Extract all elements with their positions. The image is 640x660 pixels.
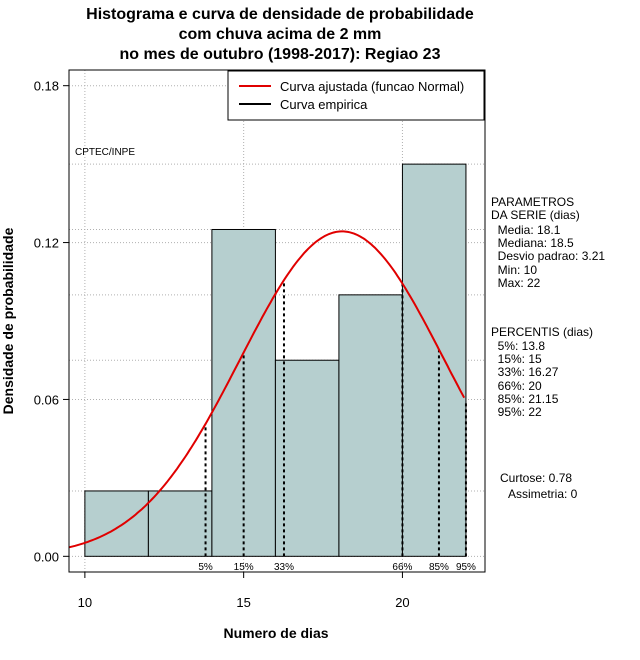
histogram-bar — [401, 163, 467, 557]
percentis-body: 5%: 13.8 15%: 15 33%: 16.27 66%: 20 85%:… — [497, 339, 559, 420]
y-tick-label: 0.00 — [34, 549, 59, 564]
percentile-label: 5% — [198, 562, 213, 573]
percentile-label: 66% — [392, 562, 412, 573]
bars-layer — [84, 163, 467, 557]
params-title: PARAMETROS DA SERIE (dias) — [491, 195, 580, 223]
percentile-label: 33% — [274, 562, 294, 573]
histogram-bar — [274, 359, 340, 557]
curtose-text: Curtose: 0.78 — [500, 471, 573, 485]
x-tick-label: 20 — [395, 595, 409, 610]
x-tick-label: 15 — [236, 595, 250, 610]
x-tick-label: 10 — [78, 595, 92, 610]
chart-title-line-2: com chuva acima de 2 mm — [178, 26, 382, 43]
assimetria-text: Assimetria: 0 — [508, 487, 578, 501]
chart-title-line-3: no mes de outubro (1998-2017): Regiao 23 — [119, 46, 441, 63]
y-tick-label: 0.18 — [34, 79, 59, 94]
y-tick-label: 0.06 — [34, 392, 59, 407]
y-axis-label: Densidade de probabilidade — [0, 227, 16, 414]
x-axis-label: Numero de dias — [223, 625, 328, 641]
percentis-title: PERCENTIS (dias) — [491, 325, 594, 339]
cptec-annotation: CPTEC/INPE — [75, 147, 135, 158]
params-body: Media: 18.1 Mediana: 18.5 Desvio padrao:… — [497, 223, 606, 290]
y-tick-label: 0.12 — [34, 236, 59, 251]
plot-frame — [68, 69, 486, 573]
percentile-layer: 5% 15% 33% 66% 85% 95% — [198, 280, 476, 573]
percentile-label: 95% — [456, 562, 476, 573]
legend: Curva ajustada (funcao Normal) Curva emp… — [227, 70, 485, 121]
histogram-bar — [84, 490, 149, 557]
histogram-bar — [147, 490, 213, 557]
curve-layer — [68, 230, 466, 549]
chart-title-line-1: Histograma e curva de densidade de proba… — [86, 6, 474, 23]
legend-box — [227, 70, 485, 121]
legend-label-normal: Curva ajustada (funcao Normal) — [280, 79, 464, 94]
histogram-bar — [338, 294, 403, 557]
normal-curve — [68, 230, 466, 549]
legend-label-empirica: Curva empirica — [280, 97, 368, 112]
percentile-label: 15% — [234, 562, 254, 573]
axes-layer: 10 15 20 0.00 0.06 0.12 0.18 — [34, 79, 410, 610]
percentile-label: 85% — [429, 562, 449, 573]
